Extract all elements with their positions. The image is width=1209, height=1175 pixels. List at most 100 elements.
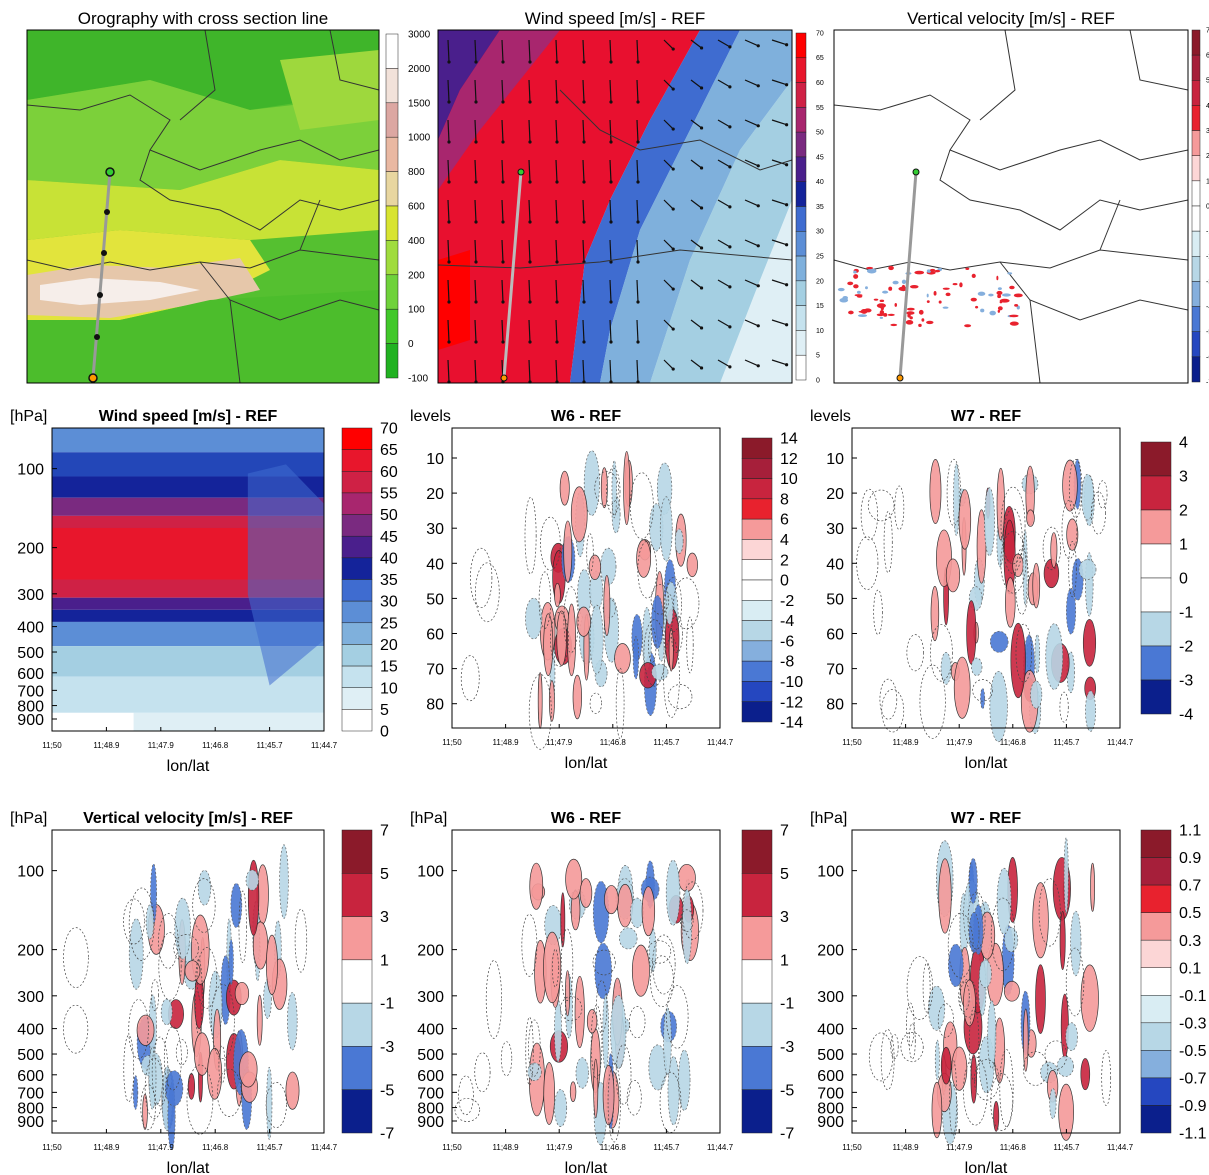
contour-line bbox=[1044, 1040, 1068, 1070]
vertical-velocity-cell bbox=[614, 643, 631, 674]
vertical-velocity-cell bbox=[1090, 862, 1095, 912]
contour-line bbox=[663, 637, 680, 718]
vertical-velocity-cell bbox=[930, 586, 940, 642]
x-tick-label: 11;45.7 bbox=[1053, 738, 1080, 747]
wind-arrow bbox=[744, 319, 759, 327]
wind-arrowhead bbox=[609, 60, 613, 64]
country-border bbox=[299, 199, 321, 251]
contour-line bbox=[637, 540, 658, 599]
cross-section-panel: Vertical velocity [m/s] - REF [hPa] 100 200… bbox=[10, 810, 394, 1175]
panel-xlabel: lon/lat bbox=[167, 758, 210, 775]
vertical-velocity-cell bbox=[630, 897, 645, 929]
colorbar-tick-label: 7 bbox=[1206, 27, 1209, 34]
colorbar-box bbox=[385, 240, 399, 276]
x-tick-label: 11;47.9 bbox=[946, 1143, 973, 1152]
vvel-patch bbox=[848, 310, 854, 315]
vertical-velocity-cell bbox=[245, 869, 259, 891]
colorbar-tick-label: 6 bbox=[1206, 53, 1209, 60]
wind-zone bbox=[438, 30, 500, 140]
y-tick-label: 800 bbox=[417, 1101, 444, 1118]
vertical-velocity-cell bbox=[572, 674, 582, 720]
wind-arrowhead bbox=[582, 300, 586, 304]
wind-arrow bbox=[663, 319, 674, 330]
vvel-patch bbox=[887, 313, 895, 316]
contour-line bbox=[594, 471, 619, 507]
vertical-velocity-cell bbox=[589, 604, 604, 675]
vvel-patch bbox=[926, 320, 934, 325]
wind-arrow bbox=[474, 79, 477, 103]
colorbar-tick-label: 30 bbox=[816, 229, 824, 236]
vertical-velocity-cell bbox=[929, 459, 942, 524]
contour-line bbox=[218, 1045, 226, 1084]
vvel-patch bbox=[914, 270, 925, 275]
colorbar-box bbox=[385, 308, 399, 344]
wind-arrow bbox=[717, 199, 731, 208]
vvel-patch bbox=[907, 313, 911, 318]
colorbar-tick-label: 0 bbox=[816, 377, 820, 384]
wind-zone bbox=[438, 30, 560, 190]
contour-line bbox=[1090, 491, 1106, 535]
country-border bbox=[437, 249, 793, 269]
x-tick-label: 11;50 bbox=[842, 1143, 862, 1152]
vertical-velocity-cell bbox=[184, 960, 201, 982]
colorbar-box bbox=[1140, 611, 1172, 647]
wind-arrow bbox=[771, 239, 787, 246]
colorbar-tick-label: 20 bbox=[380, 637, 398, 654]
colorbar-tick-label: 5 bbox=[816, 353, 820, 360]
wind-arrow bbox=[771, 39, 787, 46]
wind-arrow bbox=[501, 79, 504, 103]
contour-line bbox=[216, 1068, 242, 1117]
contour-line bbox=[140, 1084, 156, 1131]
vvel-patch bbox=[1009, 285, 1015, 290]
wind-arrowhead bbox=[474, 100, 478, 104]
vertical-velocity-cell bbox=[958, 489, 972, 550]
contour-line bbox=[144, 1057, 164, 1120]
y-tick-label: 200 bbox=[17, 541, 44, 558]
vvel-patch bbox=[970, 297, 977, 302]
y-tick-label: 60 bbox=[426, 627, 444, 644]
contour-line bbox=[879, 678, 898, 720]
colorbar-tick-label: -2 bbox=[1206, 254, 1209, 261]
colorbar-box bbox=[1140, 1050, 1172, 1079]
contour-line bbox=[947, 912, 974, 979]
contour-line bbox=[1000, 486, 1026, 565]
y-tick-label: 50 bbox=[426, 591, 444, 608]
colorbar-box bbox=[385, 102, 399, 138]
contour-line bbox=[123, 1035, 135, 1103]
wind-arrow bbox=[528, 79, 531, 103]
wind-arrow bbox=[609, 79, 612, 103]
x-tick-label: 11;48.9 bbox=[93, 1143, 120, 1152]
wind-arrow bbox=[663, 39, 674, 50]
vertical-velocity-cell bbox=[945, 558, 961, 593]
colorbar-box bbox=[385, 205, 399, 241]
vvel-patch bbox=[853, 270, 857, 274]
colorbar-box bbox=[385, 33, 399, 69]
colorbar-box bbox=[741, 959, 773, 1004]
vertical-velocity-cell bbox=[548, 680, 555, 722]
wind-arrowhead bbox=[582, 340, 586, 344]
contour-line bbox=[667, 684, 693, 710]
contour-line bbox=[528, 674, 552, 750]
contour-line bbox=[671, 614, 683, 653]
vvel-patch bbox=[853, 284, 859, 289]
wind-arrow bbox=[690, 159, 702, 169]
cross-section-line bbox=[91, 171, 112, 379]
vertical-velocity-cell bbox=[148, 1046, 157, 1110]
vertical-velocity-cell bbox=[632, 636, 640, 680]
wind-arrow bbox=[744, 159, 759, 167]
colorbar-box bbox=[795, 231, 807, 257]
vvel-patch bbox=[996, 290, 1003, 295]
vertical-velocity-cell bbox=[953, 656, 971, 719]
vertical-velocity-cell bbox=[1078, 559, 1097, 580]
panel-xlabel: lon/lat bbox=[965, 755, 1008, 772]
colorbar-box bbox=[795, 32, 807, 59]
contour-line bbox=[906, 1002, 915, 1047]
contour-line bbox=[196, 947, 218, 1009]
wind-arrow bbox=[744, 79, 759, 87]
wind-arrow bbox=[528, 279, 531, 303]
vertical-velocity-cell bbox=[1085, 690, 1096, 732]
colorbar-box bbox=[1140, 1077, 1172, 1106]
vertical-velocity-cell bbox=[968, 857, 978, 904]
vertical-velocity-cell bbox=[285, 1071, 300, 1110]
vertical-velocity-cell bbox=[593, 1058, 599, 1119]
